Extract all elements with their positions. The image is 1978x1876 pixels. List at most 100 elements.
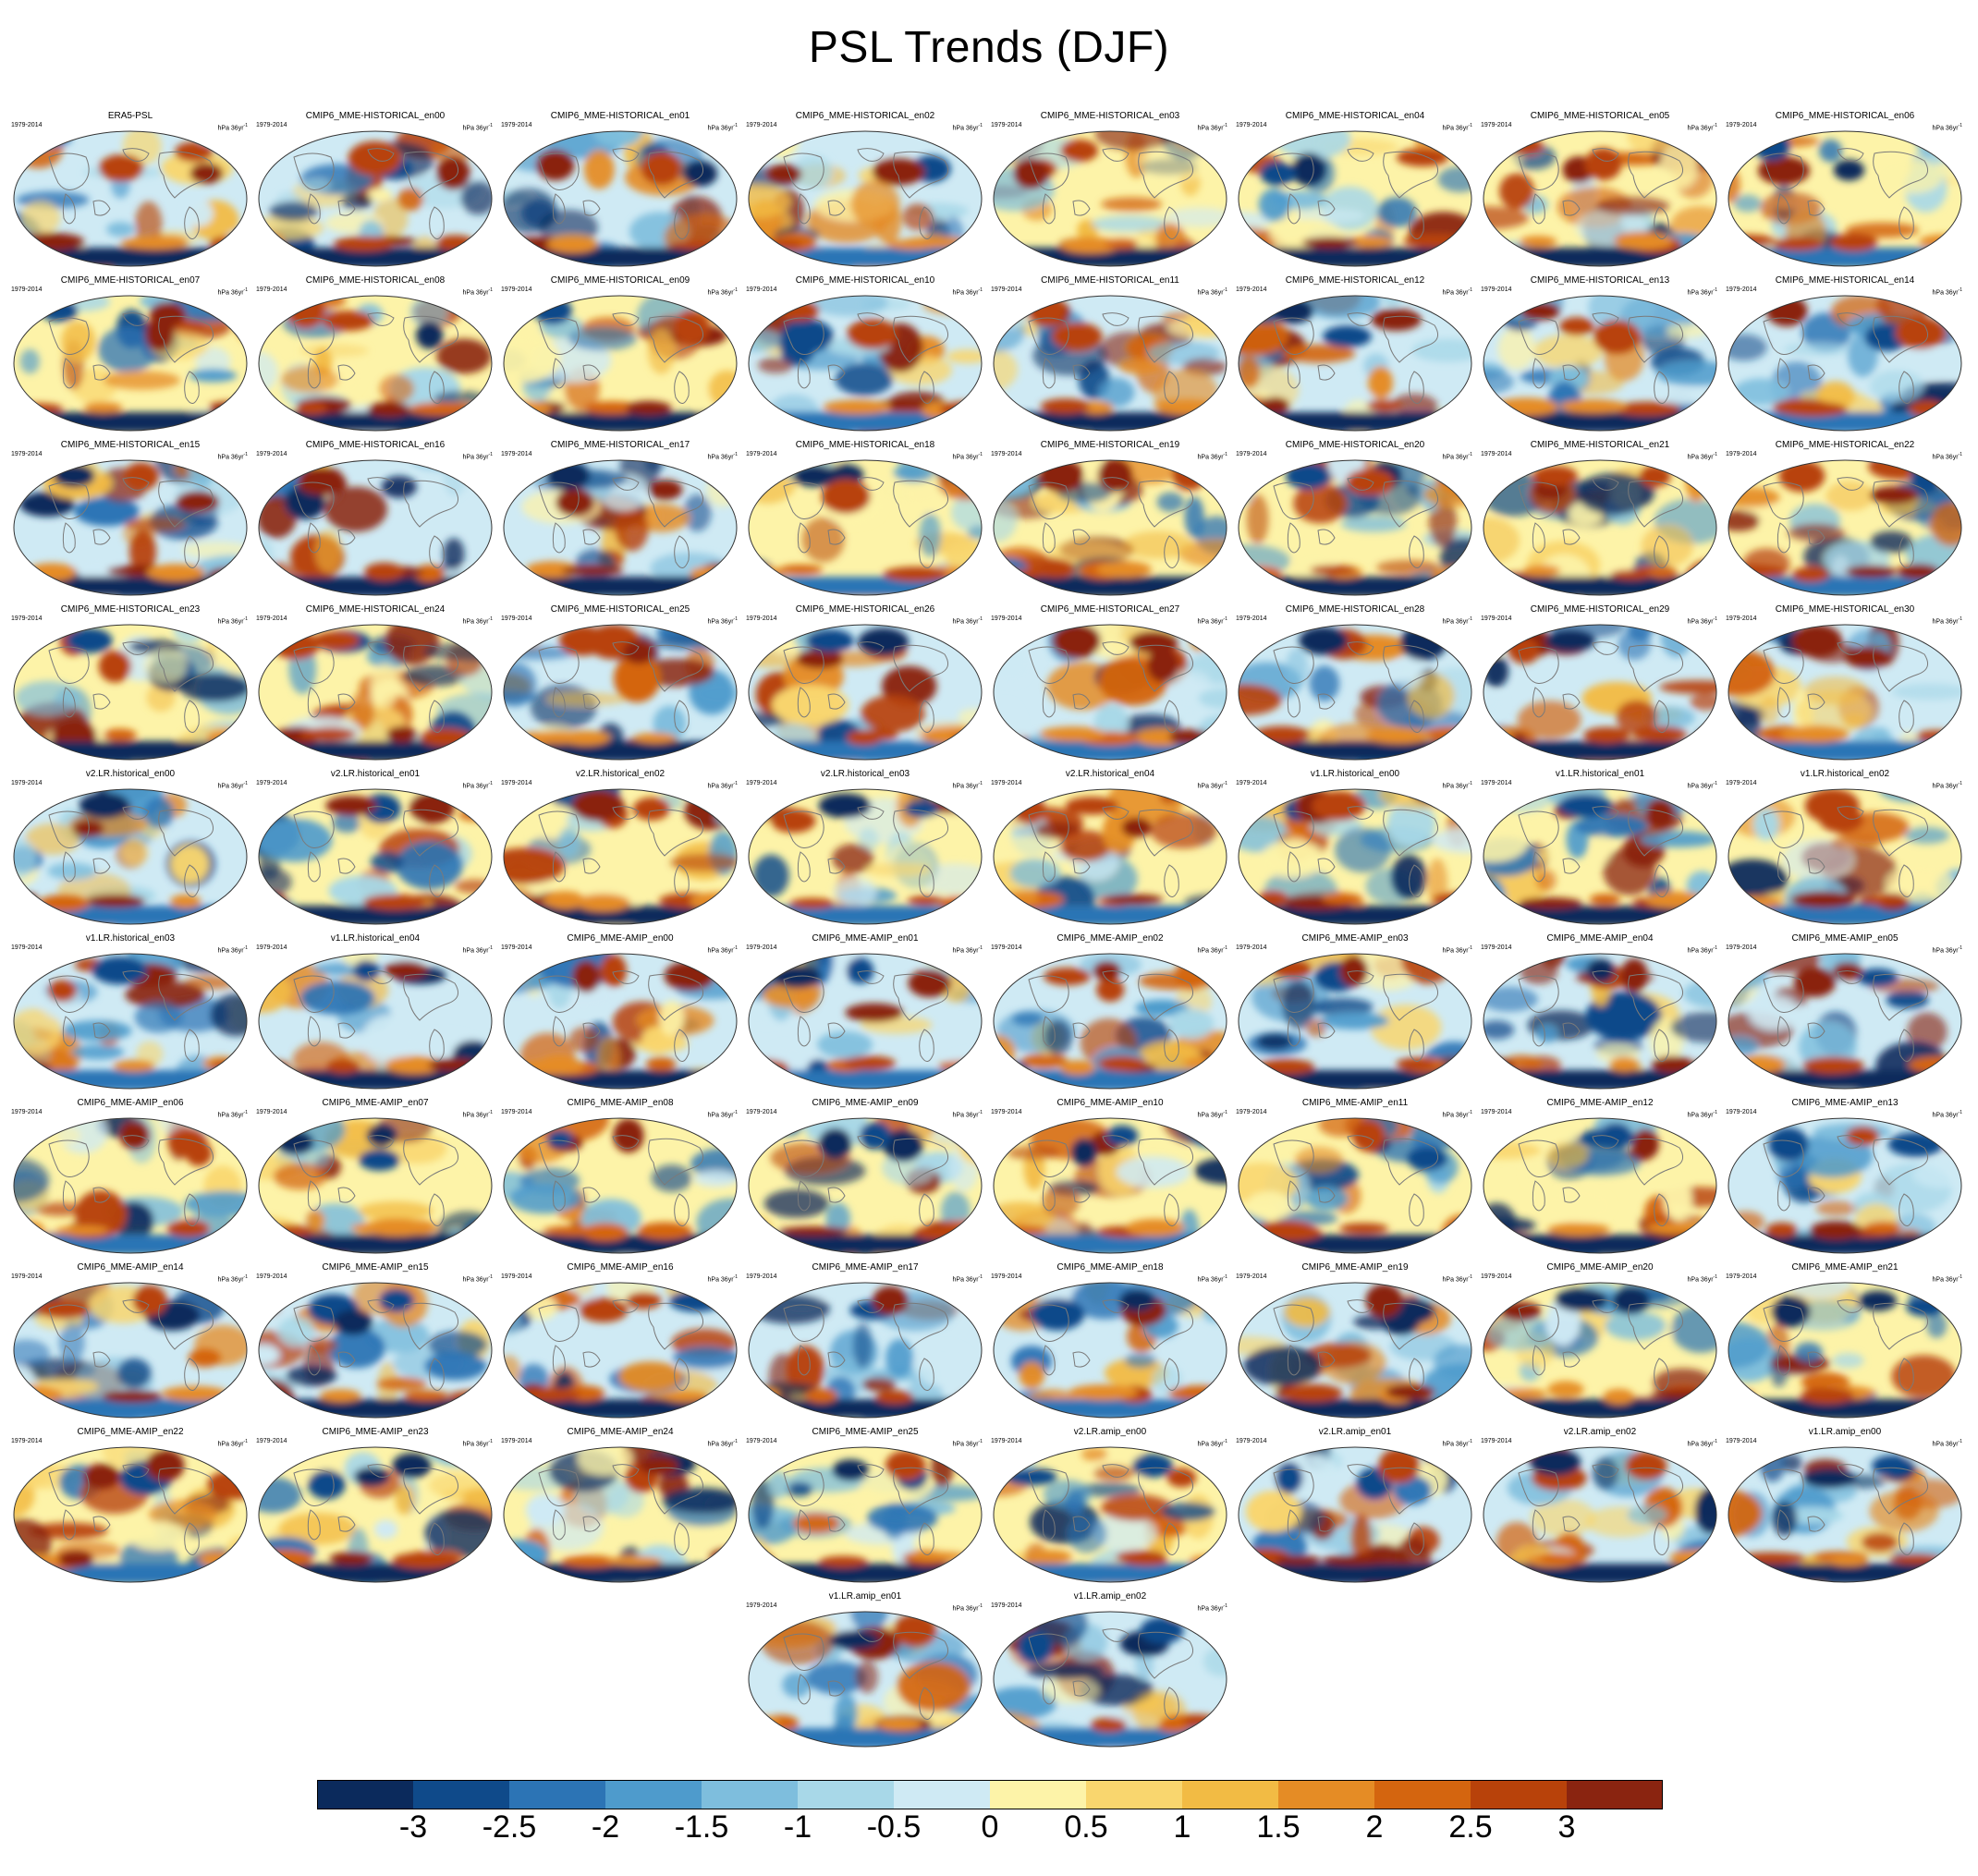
panel-unit: hPa 36yr-1	[1443, 122, 1472, 132]
panel-unit: hPa 36yr-1	[708, 944, 738, 955]
panel-title: v1.LR.historical_en00	[1310, 769, 1400, 779]
colorbar-tick-label: -2.5	[482, 1809, 537, 1845]
panel-period: 1979-2014	[991, 1438, 1022, 1444]
trend-map	[1483, 459, 1717, 596]
unit-exponent: -1	[488, 1110, 493, 1115]
map-panel: v2.LR.amip_en02 1979-2014 hPa 36yr-1	[1479, 1427, 1721, 1584]
unit-exponent: -1	[978, 781, 983, 786]
trend-map	[258, 1282, 493, 1419]
trend-map	[503, 953, 738, 1090]
unit-exponent: -1	[488, 781, 493, 786]
map-panel: CMIP6_MME-AMIP_en17 1979-2014 hPa 36yr-1	[744, 1262, 986, 1419]
panel-period: 1979-2014	[1236, 451, 1267, 457]
panel-unit: hPa 36yr-1	[463, 451, 493, 461]
unit-exponent: -1	[978, 452, 983, 457]
colorbar-segment	[990, 1780, 1087, 1809]
panel-unit: hPa 36yr-1	[953, 1438, 983, 1448]
panel-period: 1979-2014	[1726, 451, 1757, 457]
map-panel: CMIP6_MME-AMIP_en13 1979-2014 hPa 36yr-1	[1724, 1098, 1966, 1255]
panel-unit: hPa 36yr-1	[1688, 1109, 1717, 1119]
unit-exponent: -1	[733, 616, 738, 622]
map-panel: CMIP6_MME-HISTORICAL_en12 1979-2014 hPa 36…	[1234, 275, 1476, 432]
panel-unit: hPa 36yr-1	[1933, 780, 1962, 790]
panel-period: 1979-2014	[991, 780, 1022, 786]
map-panel: CMIP6_MME-HISTORICAL_en27 1979-2014 hPa 36…	[989, 604, 1231, 761]
panel-period: 1979-2014	[1236, 944, 1267, 951]
panel-title: CMIP6_MME-AMIP_en04	[1546, 933, 1654, 944]
map-panel: v2.LR.historical_en04 1979-2014 hPa 36yr-1	[989, 769, 1231, 926]
panel-unit: hPa 36yr-1	[1198, 286, 1227, 297]
panel-period: 1979-2014	[1481, 1438, 1512, 1444]
panel-unit: hPa 36yr-1	[463, 780, 493, 790]
map-panel: CMIP6_MME-AMIP_en08 1979-2014 hPa 36yr-1	[499, 1098, 741, 1255]
panel-title: CMIP6_MME-HISTORICAL_en00	[305, 111, 446, 121]
map-panel: CMIP6_MME-HISTORICAL_en02 1979-2014 hPa 36…	[744, 111, 986, 268]
colorbar-tick-label: 2.5	[1448, 1809, 1493, 1845]
unit-exponent: -1	[1713, 123, 1717, 128]
unit-base: hPa 36yr	[1442, 1112, 1469, 1119]
panel-unit: hPa 36yr-1	[1198, 1602, 1227, 1613]
panel-period: 1979-2014	[1726, 1273, 1757, 1280]
panel-unit: hPa 36yr-1	[1198, 1438, 1227, 1448]
panel-title: CMIP6_MME-HISTORICAL_en20	[1285, 440, 1425, 450]
unit-exponent: -1	[488, 1439, 493, 1444]
unit-exponent: -1	[243, 1439, 248, 1444]
panel-period: 1979-2014	[11, 122, 43, 128]
unit-exponent: -1	[978, 616, 983, 622]
trend-map	[258, 624, 493, 761]
panel-title: CMIP6_MME-HISTORICAL_en21	[1530, 440, 1670, 450]
map-panel: CMIP6_MME-AMIP_en23 1979-2014 hPa 36yr-1	[254, 1427, 496, 1584]
panel-title: CMIP6_MME-AMIP_en24	[567, 1427, 674, 1437]
unit-base: hPa 36yr	[462, 454, 489, 461]
trend-map	[1238, 788, 1472, 925]
unit-base: hPa 36yr	[707, 289, 734, 297]
trend-map	[1483, 1446, 1717, 1583]
unit-exponent: -1	[243, 616, 248, 622]
map-panel: CMIP6_MME-HISTORICAL_en06 1979-2014 hPa 36…	[1724, 111, 1966, 268]
colorbar-tick-label: 1.5	[1256, 1809, 1300, 1845]
panel-title: CMIP6_MME-AMIP_en13	[1791, 1098, 1899, 1108]
panel-unit: hPa 36yr-1	[463, 944, 493, 955]
unit-base: hPa 36yr	[952, 454, 979, 461]
unit-exponent: -1	[733, 945, 738, 951]
panel-title: CMIP6_MME-AMIP_en08	[567, 1098, 674, 1108]
panel-period: 1979-2014	[501, 122, 532, 128]
unit-exponent: -1	[243, 123, 248, 128]
panel-title: CMIP6_MME-HISTORICAL_en22	[1775, 440, 1915, 450]
panel-period: 1979-2014	[11, 1438, 43, 1444]
panel-title: CMIP6_MME-HISTORICAL_en02	[795, 111, 935, 121]
trend-map	[1728, 130, 1962, 267]
trend-map	[1483, 788, 1717, 925]
trend-map	[748, 788, 983, 925]
trend-map	[748, 1611, 983, 1748]
panel-title: CMIP6_MME-HISTORICAL_en30	[1775, 604, 1915, 615]
unit-exponent: -1	[1223, 1274, 1227, 1280]
panel-period: 1979-2014	[1481, 780, 1512, 786]
panel-period: 1979-2014	[501, 1273, 532, 1280]
trend-map	[503, 295, 738, 432]
map-panel: v1.LR.amip_en02 1979-2014 hPa 36yr-1	[989, 1591, 1231, 1748]
unit-base: hPa 36yr	[462, 947, 489, 955]
unit-exponent: -1	[733, 452, 738, 457]
trend-map	[748, 1446, 983, 1583]
panel-period: 1979-2014	[1726, 286, 1757, 293]
panel-unit: hPa 36yr-1	[463, 1273, 493, 1284]
map-panel: CMIP6_MME-HISTORICAL_en05 1979-2014 hPa 36…	[1479, 111, 1721, 268]
unit-base: hPa 36yr	[1442, 289, 1469, 297]
unit-base: hPa 36yr	[462, 1276, 489, 1284]
panel-title: v1.LR.historical_en01	[1555, 769, 1645, 779]
panel-title: v1.LR.historical_en02	[1800, 769, 1890, 779]
unit-exponent: -1	[1468, 1439, 1472, 1444]
map-panel: CMIP6_MME-AMIP_en16 1979-2014 hPa 36yr-1	[499, 1262, 741, 1419]
unit-base: hPa 36yr	[462, 783, 489, 790]
map-panel: v1.LR.amip_en00 1979-2014 hPa 36yr-1	[1724, 1427, 1966, 1584]
map-panel: CMIP6_MME-HISTORICAL_en24 1979-2014 hPa 36…	[254, 604, 496, 761]
map-panel: v1.LR.historical_en02 1979-2014 hPa 36yr-1	[1724, 769, 1966, 926]
panel-period: 1979-2014	[991, 451, 1022, 457]
panel-period: 1979-2014	[746, 780, 777, 786]
panel-period: 1979-2014	[501, 286, 532, 293]
unit-exponent: -1	[1713, 452, 1717, 457]
map-panel: CMIP6_MME-AMIP_en06 1979-2014 hPa 36yr-1	[9, 1098, 251, 1255]
unit-exponent: -1	[1468, 452, 1472, 457]
panel-unit: hPa 36yr-1	[953, 286, 983, 297]
